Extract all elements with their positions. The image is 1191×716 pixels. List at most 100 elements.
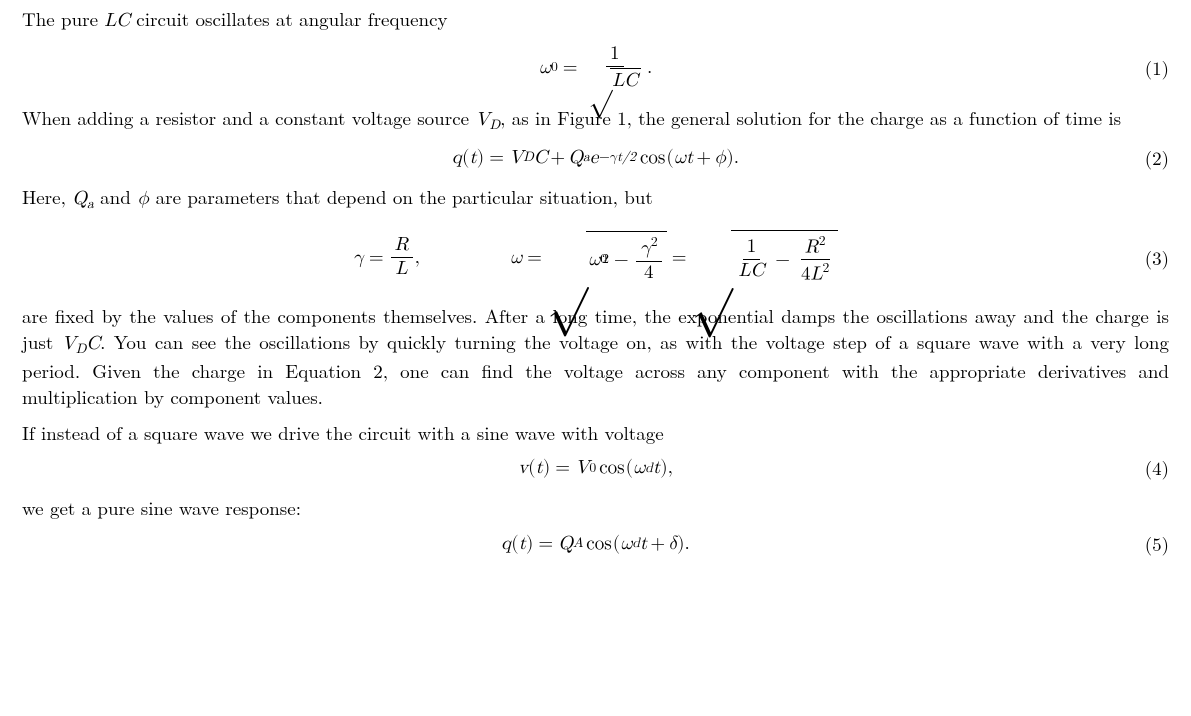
text: When adding a resistor and a constant vo…: [22, 104, 475, 131]
text: Here,: [22, 183, 72, 210]
inline-qa: Qa: [72, 189, 94, 208]
comma: ,: [668, 455, 673, 481]
delta: δ: [668, 531, 677, 557]
inline-vd: VD: [475, 110, 500, 129]
omega: ω: [510, 245, 522, 271]
t: t: [640, 531, 647, 557]
gamma: γ: [640, 239, 651, 258]
phi: ϕ: [714, 145, 726, 171]
sub-zero: 0: [589, 459, 596, 477]
t: t: [469, 145, 476, 171]
sqrt-lc: LC: [612, 71, 638, 92]
four: 4: [640, 262, 658, 284]
text: are parameters that depend on the partic…: [149, 183, 653, 210]
equation-1: ω0 = 1 √ LC .: [62, 44, 1129, 92]
q-a: Q: [558, 531, 573, 557]
omega: ω: [633, 455, 645, 481]
text: , as in Figure 1, the general solution f…: [500, 104, 1121, 131]
sqrt-1: √ ω02 − γ2 4: [547, 231, 667, 283]
sqrt: √ LC: [589, 68, 641, 92]
q: q: [452, 145, 462, 171]
v0: V: [575, 455, 589, 481]
equation-4: v(t) = V0 cos(ωdt),: [62, 455, 1129, 481]
equals: =: [672, 245, 687, 271]
squared: 2: [602, 250, 609, 268]
text: . You can see the oscillations by quickl…: [22, 328, 1169, 410]
cos: cos: [599, 455, 624, 481]
inline-phi: ϕ: [137, 189, 149, 208]
r: R: [805, 237, 819, 256]
fraction-r-l: R L: [391, 235, 413, 280]
omega0: ω: [588, 247, 600, 273]
paragraph-response: we get a pure sine wave response:: [22, 495, 1169, 521]
q-amp: Q: [568, 145, 583, 171]
equals: =: [555, 455, 570, 481]
q: q: [501, 531, 511, 557]
plus: +: [550, 145, 565, 171]
denominator: √ LC: [585, 67, 645, 92]
t: t: [686, 145, 693, 171]
equation-number-5: (5): [1129, 531, 1169, 557]
fraction-r2-4l2: R2 4L2: [797, 234, 833, 286]
paragraph-sine-drive: If instead of a square wave we drive the…: [22, 420, 1169, 446]
sub-d: D: [76, 342, 86, 356]
omega: ω: [674, 145, 686, 171]
lc: LC: [739, 261, 765, 280]
fraction-gamma4: γ2 4: [636, 235, 662, 283]
cos: cos: [586, 531, 611, 557]
sub-zero: 0: [551, 58, 558, 76]
t: t: [653, 455, 660, 481]
equals: =: [489, 145, 504, 171]
e: e: [590, 145, 598, 171]
equation-number-4: (4): [1129, 455, 1169, 481]
l: L: [811, 265, 823, 284]
equation-number-3: (3): [1129, 245, 1169, 271]
equation-5-row: q(t) = QA cos(ωdt+δ). (5): [22, 531, 1169, 557]
r: R: [395, 235, 409, 254]
paragraph-resistor: When adding a resistor and a constant vo…: [22, 105, 1169, 134]
text: and: [94, 183, 137, 210]
equation-1-row: ω0 = 1 √ LC . (1): [22, 44, 1169, 92]
equation-number-1: (1): [1129, 55, 1169, 81]
comma: ,: [415, 245, 420, 271]
equation-3: γ = R L , ω = √ ω02 − γ2 4 =: [62, 230, 1129, 286]
inline-vdc: VDC: [62, 334, 100, 353]
squared: 2: [819, 234, 826, 248]
sub-a: a: [583, 148, 590, 166]
c: C: [534, 145, 548, 171]
text: we get a pure sine wave response:: [22, 494, 301, 521]
t: t: [519, 531, 526, 557]
paragraph-params: Here, Qa and ϕ are parameters that depen…: [22, 184, 1169, 213]
text: circuit oscillates at angular frequency: [130, 5, 448, 32]
sub-d: d: [645, 459, 653, 477]
omega: ω: [539, 55, 551, 81]
equation-2: q(t) = VDC + Qae−γt/2 cos(ωt+ϕ).: [62, 145, 1129, 171]
squared: 2: [822, 261, 829, 275]
sub-d: D: [490, 118, 500, 132]
text: The pure: [22, 5, 104, 32]
period: .: [734, 145, 739, 171]
gamma: γ: [353, 245, 364, 271]
c: C: [86, 334, 100, 353]
equals: =: [563, 55, 578, 81]
numerator: 1: [606, 44, 624, 67]
q: Q: [72, 189, 87, 208]
period: .: [647, 55, 652, 81]
sqrt-2: √ 1 LC − R2 4L2: [692, 230, 839, 286]
v: v: [518, 455, 528, 481]
one: 1: [743, 237, 761, 260]
equation-3-row: γ = R L , ω = √ ω02 − γ2 4 =: [22, 230, 1169, 286]
exponent: −γt/2: [598, 148, 636, 166]
equation-4-row: v(t) = V0 cos(ωdt), (4): [22, 455, 1169, 481]
paragraph-intro: The pure LC circuit oscillates at angula…: [22, 6, 1169, 34]
v: V: [475, 110, 489, 129]
sub-d: D: [523, 148, 533, 166]
inline-lc: LC: [104, 11, 130, 30]
text: If instead of a square wave we drive the…: [22, 419, 664, 446]
sub-a: a: [87, 197, 94, 211]
equation-number-2: (2): [1129, 145, 1169, 171]
equals: =: [538, 531, 553, 557]
sub-d: d: [632, 534, 640, 552]
equation-2-row: q(t) = VDC + Qae−γt/2 cos(ωt+ϕ). (2): [22, 145, 1169, 171]
v: V: [509, 145, 523, 171]
